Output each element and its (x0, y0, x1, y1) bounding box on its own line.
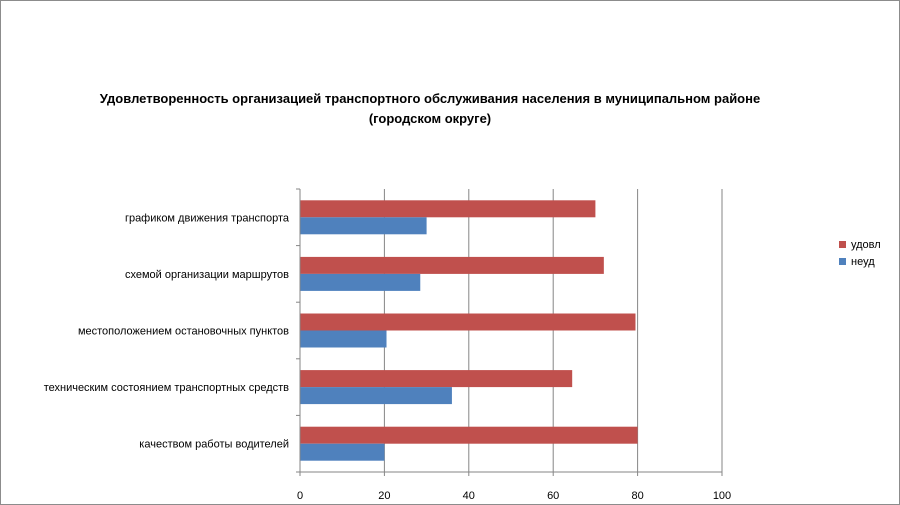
chart-title-line-1: Удовлетворенность организацией транспорт… (99, 91, 761, 106)
legend-item-udovl: удовл (839, 236, 881, 253)
bar-neud-2 (300, 330, 387, 348)
legend: удовл неуд (839, 236, 881, 270)
bar-udovl-2 (300, 313, 636, 331)
x-tick-label-40: 40 (463, 490, 475, 502)
legend-label-udovl: удовл (851, 238, 881, 251)
bar-neud-1 (300, 273, 421, 291)
x-tick-label-20: 20 (378, 490, 390, 502)
x-tick-label-80: 80 (631, 490, 643, 502)
x-tick-label-0: 0 (297, 490, 303, 502)
legend-label-neud: неуд (851, 255, 875, 268)
bar-udovl-4 (300, 426, 638, 444)
category-label-4: качеством работы водителей (139, 439, 289, 451)
bar-neud-4 (300, 443, 385, 461)
bar-udovl-1 (300, 256, 604, 274)
bar-udovl-3 (300, 370, 573, 388)
category-label-0: графиком движения транспорта (125, 212, 290, 224)
chart-title-line-2: (городском округе) (368, 111, 492, 126)
category-label-2: местоположением остановочных пунктов (78, 326, 289, 338)
legend-swatch-neud (839, 258, 846, 265)
category-label-3: техническим состоянием транспортных сред… (44, 382, 289, 394)
bar-neud-0 (300, 217, 427, 235)
x-tick-label-100: 100 (713, 490, 731, 502)
chart-title: Удовлетворенность организацией транспорт… (40, 89, 820, 129)
bar-neud-3 (300, 387, 452, 405)
category-label-1: схемой организации маршрутов (125, 269, 289, 281)
x-tick-label-60: 60 (547, 490, 559, 502)
legend-swatch-udovl (839, 241, 846, 248)
bar-udovl-0 (300, 200, 596, 218)
legend-item-neud: неуд (839, 253, 881, 270)
